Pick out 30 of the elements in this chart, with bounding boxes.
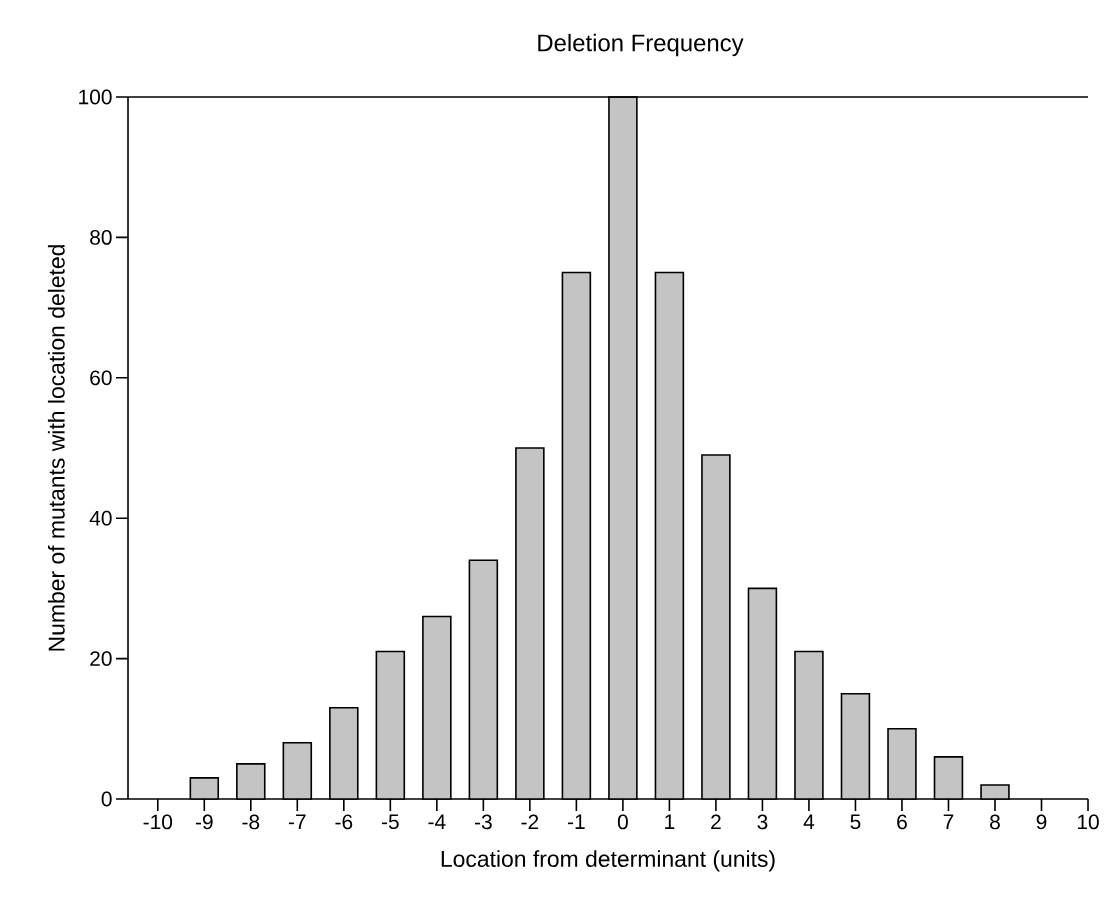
x-tick-label: 2 <box>711 814 721 830</box>
y-tick-label: 20 <box>90 651 112 666</box>
x-tick-label: -8 <box>242 814 260 830</box>
x-tick-label: -4 <box>428 814 446 829</box>
x-tick-label: -7 <box>288 814 306 829</box>
x-tick-label: 0 <box>617 814 628 830</box>
x-tick-label: 9 <box>1036 814 1047 830</box>
x-tick-label: 3 <box>757 814 768 830</box>
x-tick-label: 6 <box>897 814 907 830</box>
x-tick-label: -5 <box>381 814 399 830</box>
chart-title: Deletion Frequency <box>538 33 744 57</box>
x-tick-label: -10 <box>143 814 173 830</box>
x-axis-title: Location from determinant (units) <box>441 850 775 872</box>
y-tick-label: 40 <box>89 510 112 526</box>
y-tick-label: 60 <box>90 370 112 386</box>
x-tick-label: -2 <box>521 814 539 830</box>
x-tick-label: 10 <box>1077 814 1099 830</box>
y-tick-label: 80 <box>90 229 112 245</box>
x-tick-label: 4 <box>803 814 815 829</box>
x-tick-label: -1 <box>568 814 585 829</box>
x-tick-label: -3 <box>474 814 492 830</box>
y-axis-title: Number of mutants with location deleted <box>47 245 65 651</box>
y-tick-label: 100 <box>79 89 112 105</box>
x-tick-label: -9 <box>195 814 213 830</box>
x-tick-label: 5 <box>850 814 861 830</box>
x-tick-label: -6 <box>335 814 353 830</box>
x-tick-label: 8 <box>990 814 1000 830</box>
x-tick-label: 7 <box>943 814 954 829</box>
x-tick-label: 1 <box>665 814 675 829</box>
y-tick-label: 0 <box>101 791 112 807</box>
